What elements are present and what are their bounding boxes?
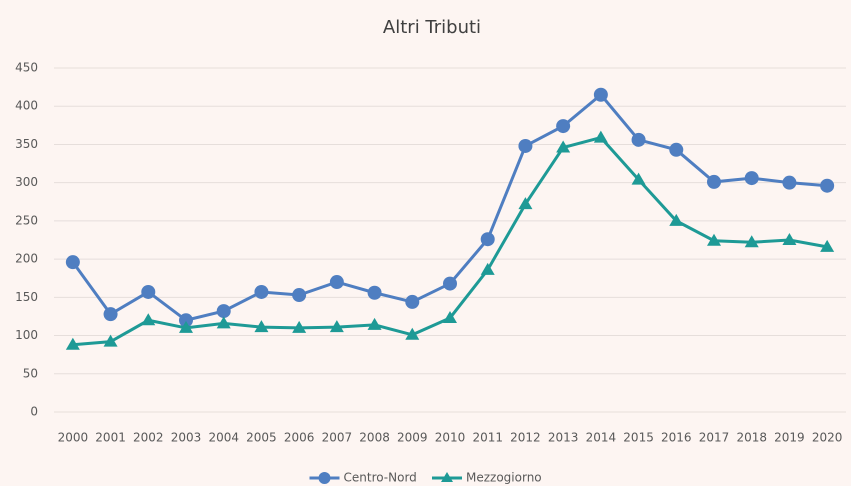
x-tick-label: 2008: [359, 431, 390, 445]
data-point: [631, 172, 646, 185]
x-tick-label: 2013: [548, 431, 579, 445]
data-point: [254, 284, 269, 299]
y-tick-label: 250: [15, 213, 38, 227]
x-tick-label: 2017: [699, 431, 730, 445]
x-tick-label: 2002: [133, 431, 164, 445]
data-point: [216, 316, 231, 329]
data-point: [329, 275, 344, 290]
data-point: [669, 213, 684, 226]
data-point: [216, 304, 231, 319]
data-point: [556, 140, 571, 153]
chart-title: Altri Tributi: [383, 17, 481, 38]
data-point: [367, 317, 382, 330]
data-point: [593, 130, 608, 143]
data-point: [518, 197, 533, 210]
x-tick-label: 2003: [171, 431, 202, 445]
x-tick-label: 2011: [472, 431, 503, 445]
x-tick-label: 2018: [736, 431, 767, 445]
data-point: [593, 87, 608, 102]
x-tick-label: 2010: [435, 431, 466, 445]
legend-label: Mezzogiorno: [466, 471, 542, 485]
data-point: [179, 313, 193, 328]
x-tick-label: 2014: [586, 431, 617, 445]
data-point: [65, 255, 80, 270]
data-point: [744, 235, 759, 248]
data-point: [367, 285, 382, 300]
x-tick-label: 2004: [208, 431, 239, 445]
data-point: [556, 119, 571, 134]
data-point: [292, 288, 307, 303]
data-point: [103, 334, 118, 347]
data-point: [782, 233, 797, 245]
data-point: [443, 276, 457, 291]
data-point: [292, 320, 307, 333]
data-point: [141, 313, 156, 326]
x-tick-label: 2007: [322, 431, 353, 445]
x-tick-label: 2000: [58, 431, 89, 445]
data-point: [782, 175, 797, 190]
data-point: [707, 233, 721, 246]
data-point: [405, 294, 420, 309]
data-point: [820, 178, 835, 193]
data-point: [669, 142, 684, 157]
x-tick-label: 2006: [284, 431, 315, 445]
data-point: [65, 337, 80, 350]
legend-label: Centro-Nord: [344, 471, 417, 485]
y-tick-label: 450: [15, 61, 38, 75]
data-point: [480, 262, 495, 275]
data-point: [405, 327, 420, 340]
x-tick-label: 2020: [812, 431, 843, 445]
data-point: [480, 232, 495, 247]
x-tick-label: 2019: [774, 431, 805, 445]
legend-marker: [441, 472, 453, 482]
data-point: [744, 171, 759, 186]
data-point: [329, 320, 344, 333]
x-tick-label: 2005: [246, 431, 277, 445]
y-tick-label: 0: [30, 405, 38, 419]
x-tick-label: 2009: [397, 431, 428, 445]
data-point: [179, 320, 193, 333]
y-tick-label: 100: [15, 328, 38, 342]
data-point: [254, 320, 269, 333]
y-tick-label: 150: [15, 290, 38, 304]
data-point: [707, 174, 721, 189]
data-point: [820, 239, 835, 252]
y-tick-label: 50: [23, 366, 38, 380]
y-tick-label: 350: [15, 137, 38, 151]
y-tick-label: 300: [15, 175, 38, 189]
x-tick-label: 2015: [623, 431, 654, 445]
data-point: [443, 310, 457, 323]
data-point: [103, 307, 118, 322]
y-tick-label: 400: [15, 99, 38, 113]
x-tick-label: 2012: [510, 431, 541, 445]
y-tick-label: 200: [15, 252, 38, 266]
x-tick-label: 2001: [95, 431, 126, 445]
data-point: [631, 132, 646, 147]
data-point: [518, 138, 533, 153]
legend-marker: [318, 472, 331, 484]
data-point: [141, 284, 156, 299]
x-tick-label: 2016: [661, 431, 692, 445]
